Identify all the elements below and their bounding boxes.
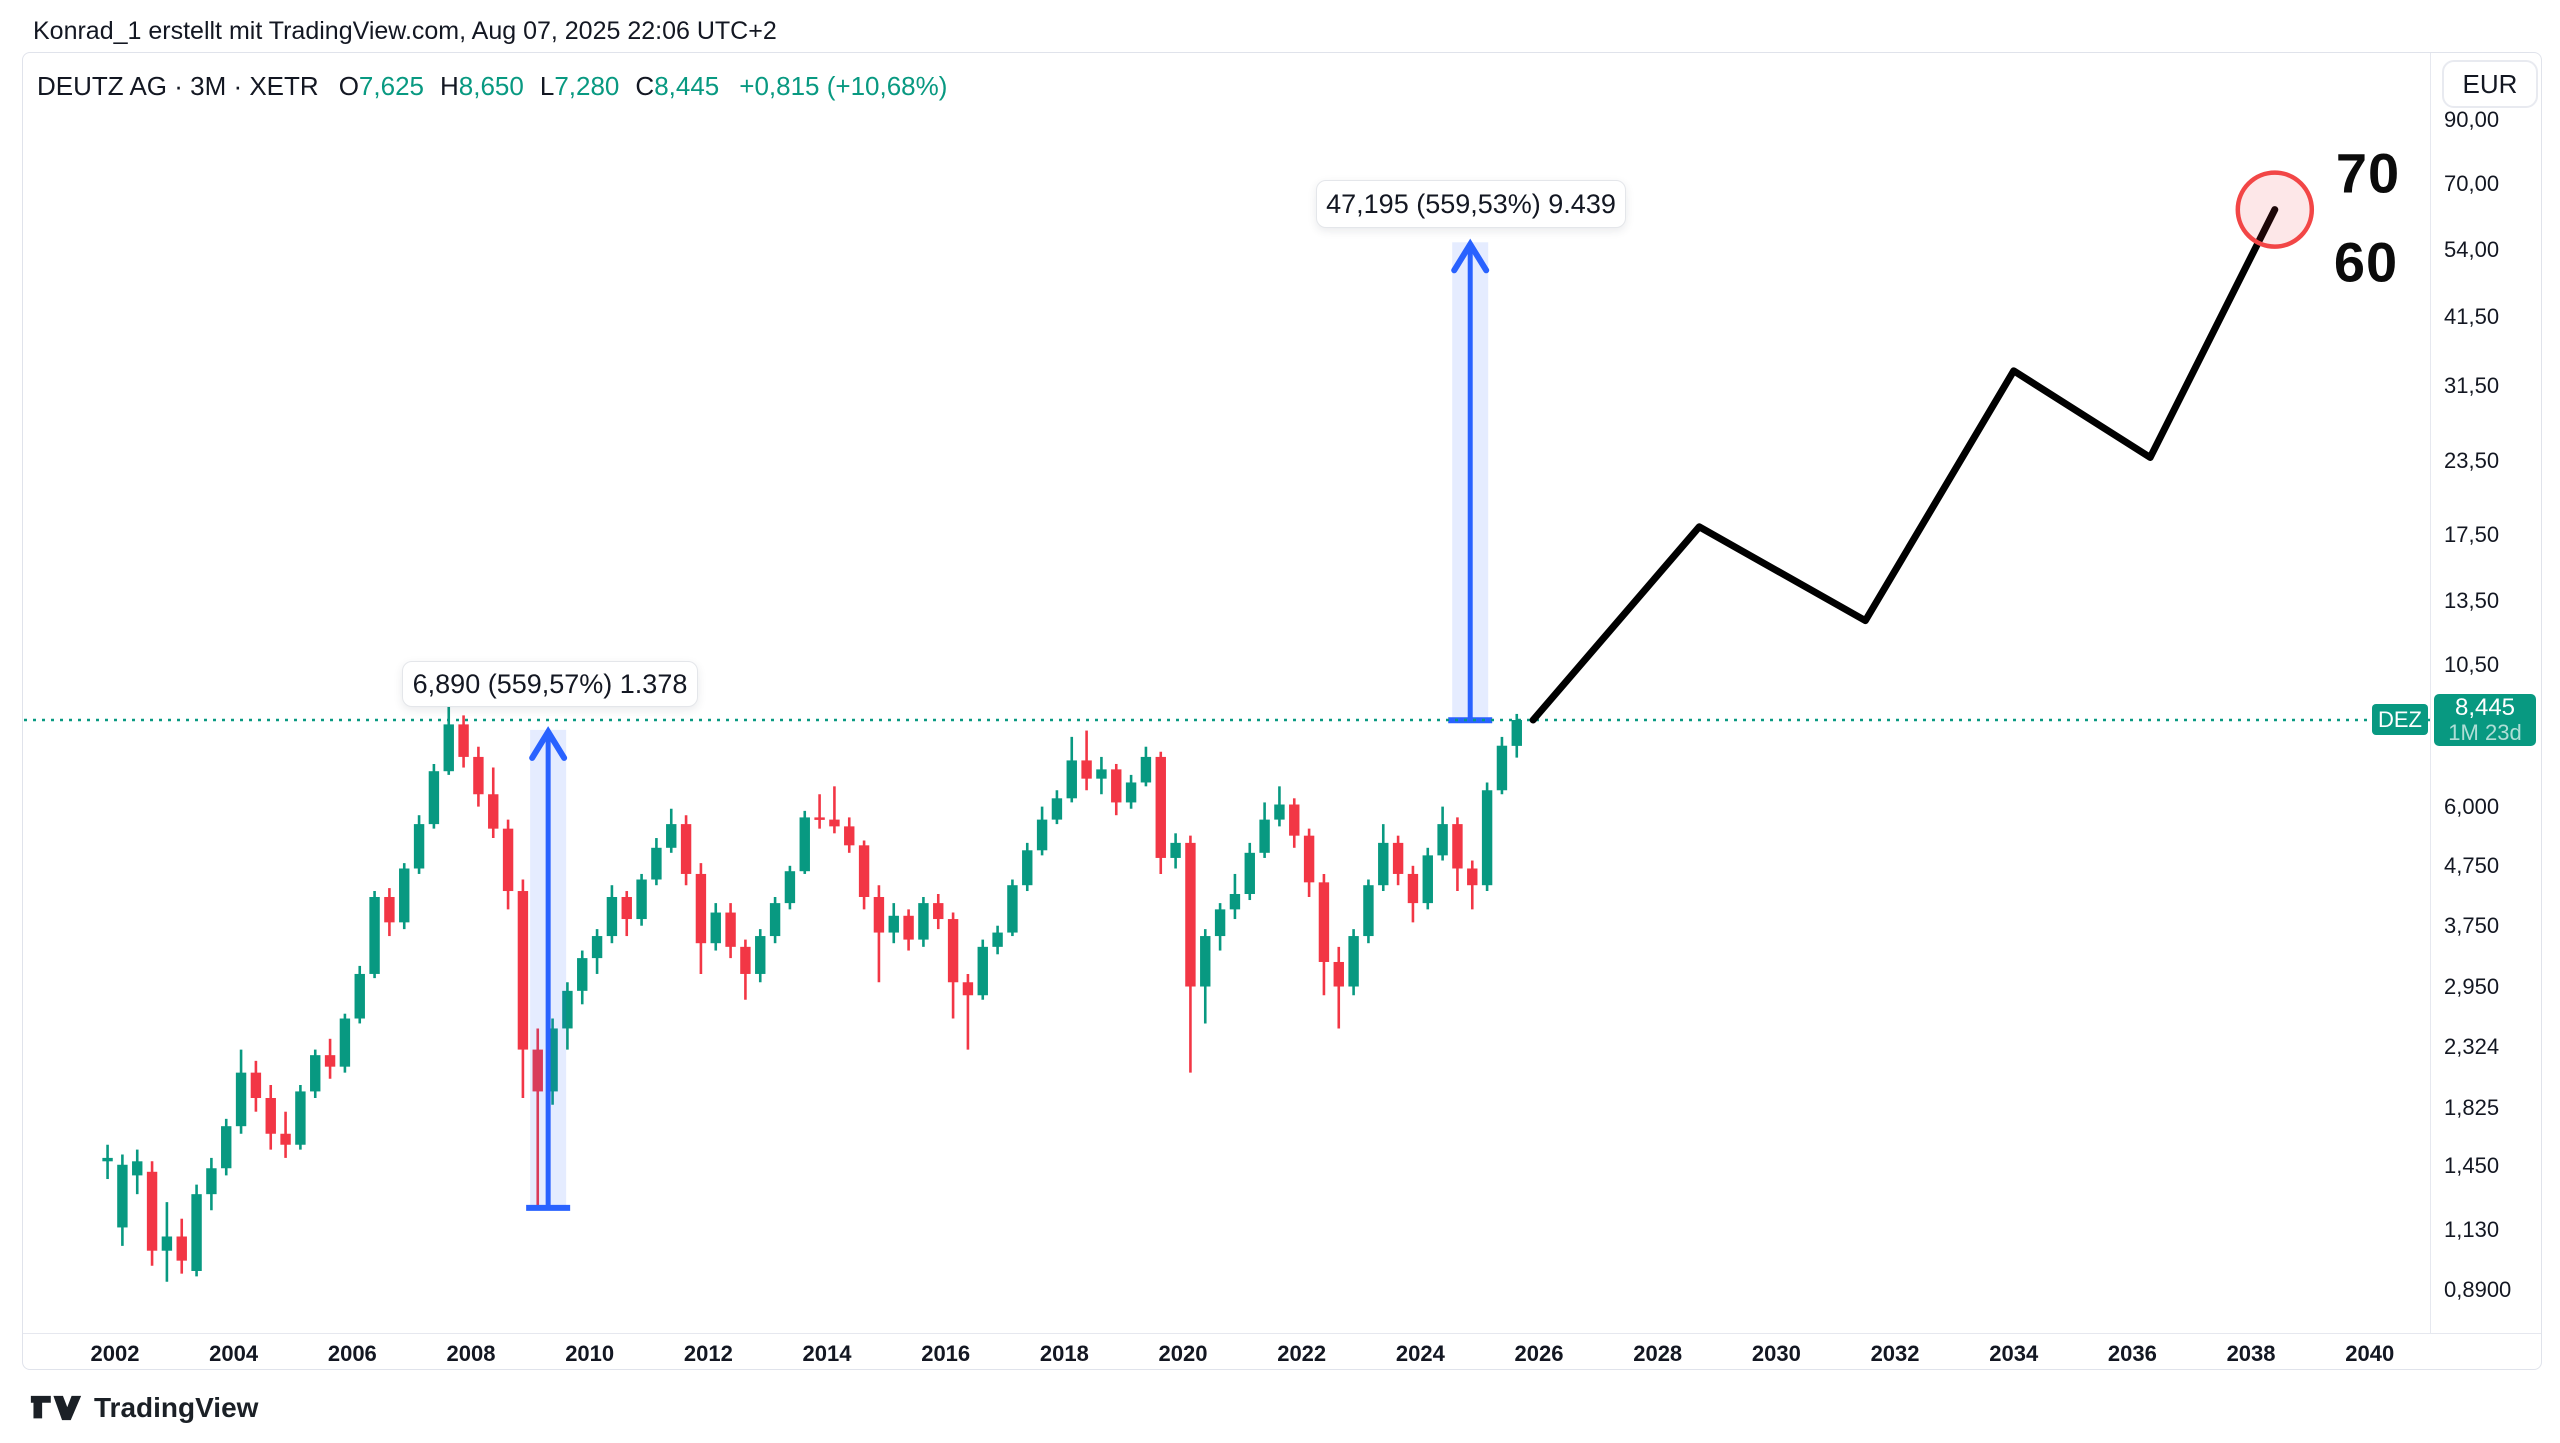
price-tick-label: 70,00: [2444, 171, 2500, 197]
target-label-70: 70: [2335, 141, 2401, 205]
low-value: L7,280: [539, 71, 620, 101]
year-tick-label: 2028: [1633, 1341, 1683, 1366]
tradingview-branding[interactable]: TradingView: [30, 1392, 258, 1424]
price-tick-label: 2,950: [2444, 973, 2500, 999]
year-tick-label: 2008: [446, 1341, 496, 1366]
year-tick-label: 2040: [2345, 1341, 2395, 1366]
year-tick-label: 2024: [1395, 1341, 1445, 1366]
year-tick-label: 2030: [1751, 1341, 1801, 1366]
price-tick-label: 4,750: [2444, 852, 2500, 878]
year-tick-label: 2016: [921, 1341, 971, 1366]
high-value: H8,650: [440, 71, 524, 101]
price-tick-label: 41,50: [2444, 303, 2500, 329]
price-tick-label: 1,130: [2444, 1216, 2500, 1242]
price-tick-label: 23,50: [2444, 447, 2500, 473]
change-value: +0,815 (+10,68%): [739, 71, 948, 101]
target-label-60: 60: [2333, 230, 2399, 294]
price-tick-label: 13,50: [2444, 588, 2500, 614]
price-tick-label: 0,8900: [2444, 1277, 2512, 1303]
attribution-text: Konrad_1 erstellt mit TradingView.com, A…: [33, 17, 777, 45]
price-tick-label: 3,750: [2444, 912, 2500, 938]
price-axis-separator: [2430, 53, 2431, 1333]
year-tick-label: 2018: [1039, 1341, 1089, 1366]
year-tick-label: 2038: [2226, 1341, 2276, 1366]
price-tick-label: 31,50: [2444, 373, 2500, 399]
symbol-legend[interactable]: DEUTZ AG · 3M · XETR O7,625 H8,650 L7,28…: [37, 71, 947, 102]
last-price-badge: 8,445 1M 23d: [2434, 694, 2536, 746]
last-price-value: 8,445: [2454, 694, 2516, 721]
close-value: C8,445: [635, 71, 720, 101]
year-tick-label: 2020: [1158, 1341, 1208, 1366]
ticker-badge: DEZ: [2372, 704, 2428, 735]
open-value: O7,625: [338, 71, 424, 101]
year-tick-label: 2034: [1989, 1341, 2039, 1366]
measure-label-2009[interactable]: 6,890 (559,57%) 1.378: [402, 661, 698, 707]
bar-countdown: 1M 23d: [2448, 720, 2522, 745]
price-tick-label: 6,000: [2444, 793, 2500, 819]
year-tick-label: 2010: [565, 1341, 615, 1366]
ohlc-values: O7,625 H8,650 L7,280 C8,445: [339, 71, 720, 102]
price-tick-label: 54,00: [2444, 236, 2500, 262]
symbol-title[interactable]: DEUTZ AG · 3M · XETR: [37, 71, 319, 101]
year-tick-label: 2012: [683, 1341, 733, 1366]
price-tick-label: 1,825: [2444, 1095, 2500, 1121]
year-tick-label: 2006: [327, 1341, 377, 1366]
price-tick-label: 90,00: [2444, 107, 2500, 133]
year-tick-label: 2032: [1870, 1341, 1920, 1366]
time-axis-separator: [23, 1333, 2541, 1334]
price-tick-label: 17,50: [2444, 522, 2500, 548]
year-tick-label: 2022: [1277, 1341, 1327, 1366]
measure-label-2025[interactable]: 47,195 (559,53%) 9.439: [1316, 180, 1626, 228]
chart-card: [22, 52, 2542, 1370]
currency-button[interactable]: EUR: [2442, 60, 2538, 108]
year-tick-label: 2002: [90, 1341, 140, 1366]
tradingview-logo-text: TradingView: [94, 1392, 259, 1423]
tradingview-logo-icon: [30, 1395, 82, 1421]
price-tick-label: 1,450: [2444, 1153, 2500, 1179]
price-tick-label: 10,50: [2444, 651, 2500, 677]
year-tick-label: 2014: [802, 1341, 852, 1366]
year-tick-label: 2026: [1514, 1341, 1564, 1366]
year-tick-label: 2004: [209, 1341, 259, 1366]
year-tick-label: 2036: [2107, 1341, 2157, 1366]
price-tick-label: 2,324: [2444, 1033, 2500, 1059]
